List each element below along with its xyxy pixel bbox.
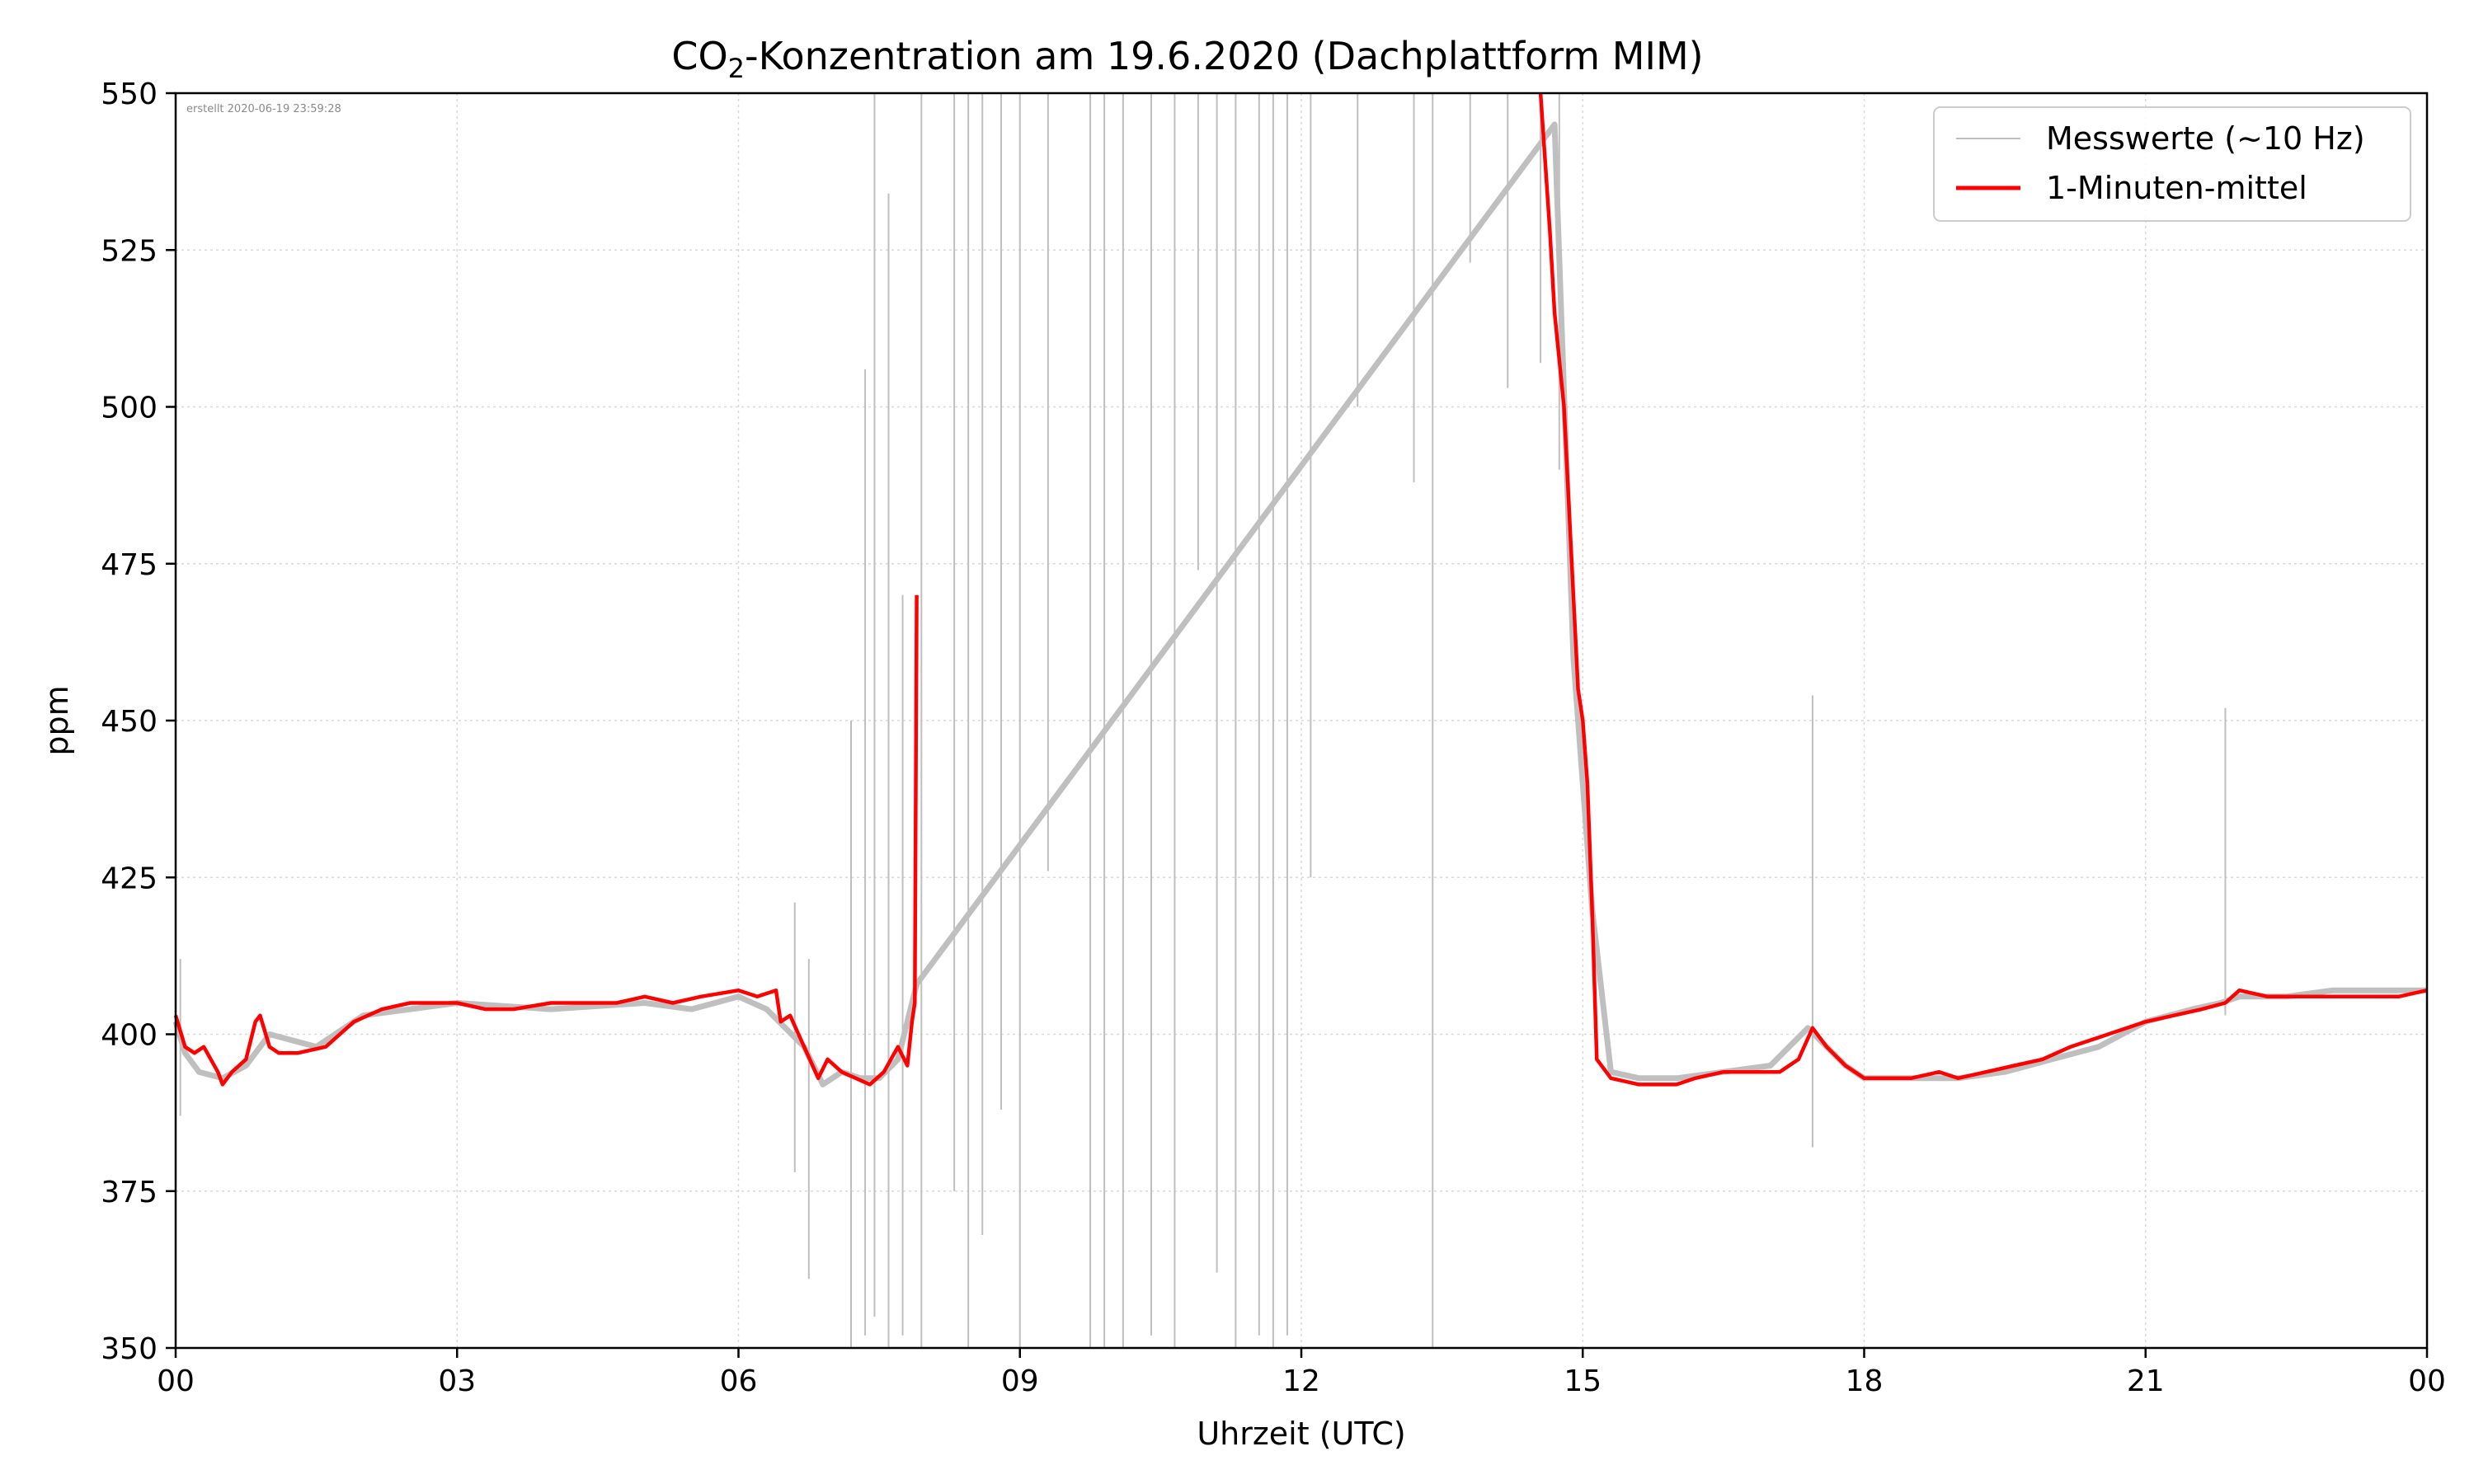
- created-timestamp: erstellt 2020-06-19 23:59:28: [186, 103, 341, 115]
- y-tick-label-8: 550: [101, 77, 158, 111]
- x-tick-label-7: 21: [2127, 1364, 2165, 1398]
- x-tick-label-8: 00: [2408, 1364, 2446, 1398]
- legend-mean-label: 1-Minuten-mittel: [2046, 170, 2307, 206]
- chart-title-suffix: -Konzentration am 19.6.2020 (Dachplattfo…: [745, 34, 1704, 78]
- x-axis: 00 03 06 09 12 15 18 21 00: [157, 1348, 2446, 1398]
- x-tick-label-1: 03: [438, 1364, 476, 1398]
- legend-box: [1933, 106, 2411, 222]
- mean-series-line-1: [1538, 92, 2428, 1087]
- x-tick-label-6: 18: [1846, 1364, 1884, 1398]
- chart-title-prefix: CO: [671, 34, 727, 78]
- chart-title: CO2-Konzentration am 19.6.2020 (Dachplat…: [671, 34, 1703, 84]
- y-tick-label-4: 450: [101, 705, 158, 739]
- y-tick-label-2: 400: [101, 1019, 158, 1053]
- y-tick-label-7: 525: [101, 234, 158, 268]
- mean-series-line-0: [173, 594, 919, 1087]
- y-axis-label: ppm: [39, 685, 75, 755]
- x-tick-label-5: 15: [1564, 1364, 1602, 1398]
- raw-series: [172, 93, 2427, 1348]
- x-tick-label-4: 12: [1282, 1364, 1320, 1398]
- x-tick-label-3: 09: [1001, 1364, 1039, 1398]
- mean-series: [173, 92, 2428, 1087]
- y-axis: 350 375 400 425 450 475 500 525 550: [101, 77, 176, 1366]
- y-tick-label-6: 500: [101, 392, 158, 425]
- y-tick-label-5: 475: [101, 548, 158, 582]
- raw-series-line: [172, 121, 2427, 1087]
- x-tick-label-0: 00: [157, 1364, 195, 1398]
- legend-raw-label: Messwerte (~10 Hz): [2046, 120, 2365, 157]
- x-tick-label-2: 06: [720, 1364, 758, 1398]
- chart-title-subscript: 2: [728, 53, 745, 84]
- legend: Messwerte (~10 Hz) 1-Minuten-mittel: [1933, 106, 2411, 222]
- y-tick-label-1: 375: [101, 1176, 158, 1209]
- y-tick-label-3: 425: [101, 862, 158, 895]
- x-axis-label: Uhrzeit (UTC): [1197, 1416, 1405, 1452]
- y-tick-label-0: 350: [101, 1332, 158, 1366]
